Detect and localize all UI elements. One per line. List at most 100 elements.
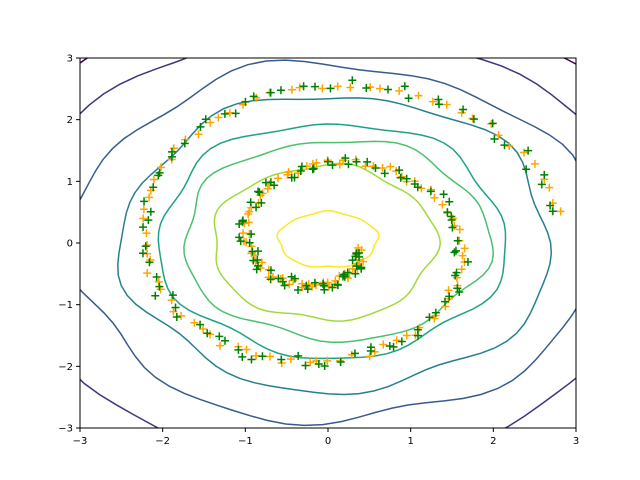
data-point <box>287 85 296 94</box>
x-tick-label: 0 <box>325 436 331 447</box>
y-tick-label: 1 <box>67 177 73 188</box>
data-point <box>266 275 275 284</box>
data-point <box>238 352 247 361</box>
data-point <box>145 258 154 267</box>
data-point <box>490 134 499 143</box>
data-point <box>252 265 261 274</box>
data-point <box>402 174 411 183</box>
data-point <box>139 205 148 214</box>
data-point <box>392 336 401 345</box>
data-point <box>375 84 384 93</box>
data-point <box>306 358 315 367</box>
y-tick-label: 3 <box>67 54 73 65</box>
data-point <box>363 157 372 166</box>
contour-line <box>183 140 495 343</box>
data-point <box>463 257 472 266</box>
data-point <box>323 356 332 365</box>
data-point <box>287 272 296 281</box>
data-point <box>395 166 404 175</box>
data-point <box>277 355 286 364</box>
data-point <box>320 362 329 371</box>
data-point <box>257 198 266 207</box>
contour-line <box>117 97 553 396</box>
data-point <box>302 281 311 290</box>
data-point <box>289 276 298 285</box>
data-point <box>333 280 342 289</box>
data-point <box>152 272 161 281</box>
data-point <box>238 216 247 225</box>
data-point <box>142 229 151 238</box>
data-point <box>522 165 531 174</box>
data-point <box>190 318 199 327</box>
data-point <box>319 281 328 290</box>
data-point <box>246 198 255 207</box>
data-point <box>546 201 555 210</box>
data-point <box>458 251 467 260</box>
data-point <box>333 82 342 91</box>
data-point <box>494 131 503 140</box>
data-point <box>220 109 229 118</box>
data-point <box>151 291 160 300</box>
contour-line <box>80 58 576 428</box>
data-point <box>155 168 164 177</box>
data-point <box>359 257 368 266</box>
data-point <box>361 162 370 171</box>
data-point <box>294 351 303 360</box>
data-point <box>385 341 394 350</box>
data-point <box>380 169 389 178</box>
data-point <box>247 242 256 251</box>
data-point <box>234 345 243 354</box>
data-point <box>455 225 464 234</box>
data-point <box>386 162 395 171</box>
data-point <box>370 347 379 356</box>
data-point <box>365 352 374 361</box>
data-point <box>278 277 287 286</box>
data-point <box>220 336 229 345</box>
data-point <box>413 183 422 192</box>
data-point <box>298 279 307 288</box>
y-tick-label: 2 <box>67 115 73 126</box>
data-point <box>143 269 152 278</box>
data-point <box>263 184 272 193</box>
data-point <box>540 170 549 179</box>
data-point <box>348 76 357 85</box>
data-point <box>241 97 250 106</box>
data-point <box>139 223 148 232</box>
data-point <box>404 94 413 103</box>
data-point <box>314 359 323 368</box>
data-point <box>366 83 375 92</box>
data-point <box>362 83 371 92</box>
data-point <box>196 320 205 329</box>
contour-line <box>276 210 380 268</box>
x-tick-label: 2 <box>490 436 496 447</box>
data-point <box>156 163 165 172</box>
data-point <box>319 279 328 288</box>
data-point <box>548 207 557 216</box>
data-point <box>146 207 155 216</box>
data-point <box>309 164 318 173</box>
data-point <box>397 337 406 346</box>
data-point <box>328 161 337 170</box>
data-point <box>297 162 306 171</box>
data-point <box>556 207 565 216</box>
data-point <box>457 265 466 274</box>
data-point <box>402 331 411 340</box>
data-point <box>371 163 380 172</box>
data-point <box>417 184 426 193</box>
data-point <box>274 174 283 183</box>
data-point <box>438 200 447 209</box>
data-point <box>144 216 153 225</box>
data-point <box>426 187 435 196</box>
data-point <box>326 84 335 93</box>
x-tick-label: −2 <box>155 436 170 447</box>
data-point <box>357 263 366 272</box>
data-point <box>247 355 256 364</box>
data-point <box>348 256 357 265</box>
data-point <box>350 349 359 358</box>
data-point <box>249 92 258 101</box>
data-point <box>284 168 293 177</box>
x-tick-label: −3 <box>73 436 88 447</box>
data-point <box>352 262 361 271</box>
